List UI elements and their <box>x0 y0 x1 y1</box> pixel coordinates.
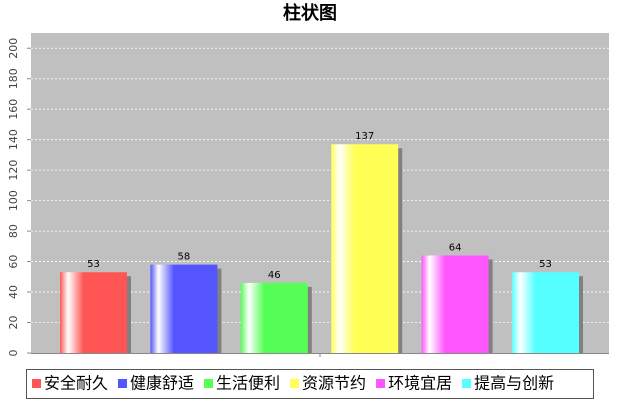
y-tick-label: 60 <box>7 255 20 269</box>
y-tick-label: 80 <box>7 224 20 238</box>
legend-swatch <box>290 379 300 388</box>
data-label: 46 <box>268 270 281 281</box>
y-tick-label: 20 <box>7 316 20 330</box>
legend-label: 资源节约 <box>302 374 366 393</box>
data-label: 53 <box>87 259 100 270</box>
y-tick-label: 180 <box>7 68 20 89</box>
y-tick-label: 140 <box>7 129 20 150</box>
bar <box>150 264 218 353</box>
bar <box>240 282 308 353</box>
legend-swatch <box>32 379 41 388</box>
y-tick-label: 160 <box>7 99 20 120</box>
bar <box>512 272 579 353</box>
data-label: 137 <box>355 131 374 142</box>
y-tick-label: 100 <box>7 190 20 211</box>
data-label: 64 <box>449 242 462 253</box>
y-tick-label: 200 <box>7 38 20 59</box>
data-label: 53 <box>539 259 552 270</box>
legend-label: 安全耐久 <box>44 374 108 393</box>
legend-label: 健康舒适 <box>130 374 194 393</box>
data-label: 58 <box>178 252 191 263</box>
legend-label: 环境宜居 <box>388 374 452 393</box>
y-tick-label: 120 <box>7 160 20 181</box>
legend-label: 生活便利 <box>216 374 280 393</box>
y-tick-label: 40 <box>7 285 20 299</box>
bar <box>331 144 399 353</box>
y-tick-label: 0 <box>7 350 20 357</box>
bar <box>421 255 489 353</box>
chart-title: 柱状图 <box>283 2 337 24</box>
legend-swatch <box>462 379 472 388</box>
legend-swatch <box>376 379 386 388</box>
legend-swatch <box>118 379 128 388</box>
legend-label: 提高与创新 <box>474 374 554 393</box>
bar <box>60 272 127 353</box>
legend-swatch <box>204 379 214 388</box>
